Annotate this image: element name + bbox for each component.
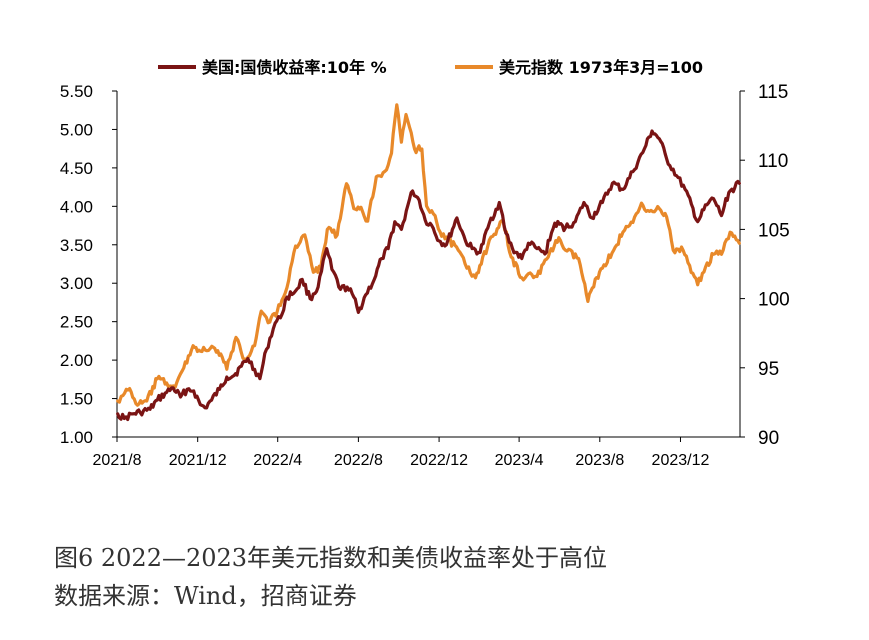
data-source: 数据来源：Wind，招商证券 (54, 582, 357, 610)
x-tick-label: 2022/4 (253, 452, 302, 469)
x-tick-label: 2021/12 (169, 452, 227, 469)
left-tick-label: 1.50 (60, 390, 93, 409)
left-tick-label: 1.00 (60, 428, 93, 447)
dual-axis-line-chart: 美国:国债收益率:10年 % 美元指数 1973年3月=100 1.00 1.50… (60, 58, 790, 469)
x-tick-label: 2023/8 (575, 452, 624, 469)
series-line-dxy (116, 103, 741, 407)
legend-label-yield: 美国:国债收益率:10年 % (202, 58, 387, 77)
left-tick-label: 3.50 (60, 236, 93, 255)
figure-title: 图6 2022—2023年美元指数和美债收益率处于高位 (54, 544, 608, 572)
x-tick-label: 2022/12 (410, 452, 468, 469)
left-tick-label: 3.00 (60, 274, 93, 293)
right-tick-label: 90 (758, 428, 779, 449)
x-axis-ticks: 2021/8 2021/12 2022/4 2022/8 2022/12 2023/4 20… (93, 437, 710, 469)
x-tick-label: 2021/8 (93, 452, 142, 469)
left-tick-label: 2.50 (60, 313, 93, 332)
x-tick-label: 2023/4 (495, 452, 544, 469)
right-tick-label: 110 (758, 151, 788, 172)
left-axis-ticks: 1.00 1.50 2.00 2.50 3.00 3.50 4.00 4.50 5.00 5.50 (60, 82, 117, 447)
legend: 美国:国债收益率:10年 % 美元指数 1973年3月=100 (158, 58, 703, 77)
right-tick-label: 95 (758, 359, 779, 380)
right-tick-label: 100 (758, 290, 790, 311)
right-axis-ticks: 90 95 100 105 110 115 (740, 82, 790, 449)
left-tick-label: 5.50 (60, 82, 93, 101)
left-tick-label: 4.00 (60, 197, 93, 216)
x-tick-label: 2023/12 (652, 452, 710, 469)
left-tick-label: 4.50 (60, 159, 93, 178)
x-tick-label: 2022/8 (334, 452, 383, 469)
right-tick-label: 115 (758, 82, 788, 103)
axes (116, 91, 741, 438)
series-layer (116, 103, 741, 422)
left-tick-label: 2.00 (60, 351, 93, 370)
left-tick-label: 5.00 (60, 120, 93, 139)
right-tick-label: 105 (758, 220, 790, 241)
series-line-yield (116, 129, 741, 422)
legend-label-dxy: 美元指数 1973年3月=100 (499, 58, 703, 77)
